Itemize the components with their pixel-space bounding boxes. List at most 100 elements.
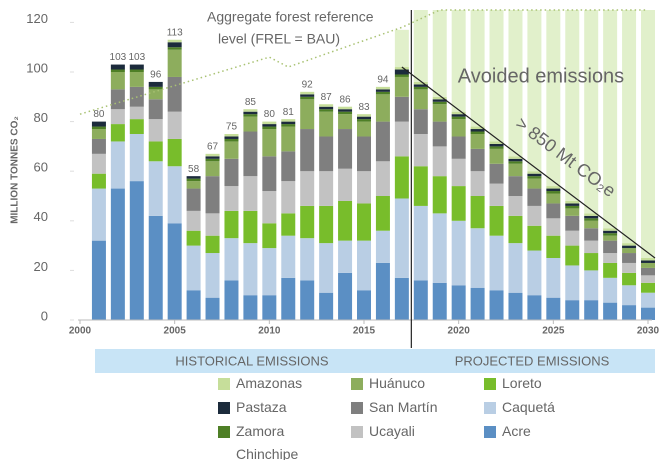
total-label: 94 [377, 75, 389, 86]
frel-line [79, 9, 648, 115]
bar-segment [300, 94, 315, 97]
bar-segment [394, 67, 409, 70]
legend-label: Amazonas [236, 375, 303, 391]
y-tick-label: 0 [41, 308, 48, 323]
bar-segment [546, 235, 561, 258]
bar-segment [262, 129, 277, 157]
bar-segment [584, 300, 599, 320]
bar-segment [281, 126, 296, 152]
bar-segment [603, 253, 618, 263]
bar-segment [413, 86, 428, 90]
bar-segment [641, 262, 655, 268]
bar-segment [584, 228, 599, 241]
bar-segment [622, 245, 637, 249]
bar-segment [262, 124, 277, 127]
bar-segment [186, 230, 201, 246]
bar-segment [451, 220, 466, 286]
bar-segment [527, 171, 542, 174]
bar-segment [508, 156, 523, 159]
bar-segment [451, 119, 466, 137]
avoided-label: Avoided emissions [458, 65, 624, 87]
bar-segment [300, 91, 315, 95]
bar-segment [565, 265, 580, 301]
bar-segment [470, 126, 485, 130]
legend-swatch [484, 402, 496, 414]
bar-segment [224, 280, 239, 320]
bar-segment [470, 287, 485, 320]
legend-swatch [351, 426, 363, 438]
bar-segment [527, 176, 542, 179]
total-label: 92 [302, 79, 314, 90]
bar-segment [148, 141, 163, 162]
bar-segment [262, 156, 277, 192]
bar-segment [584, 270, 599, 301]
bar-segment [489, 143, 504, 147]
bar-segment [262, 121, 277, 125]
bar-segment [584, 253, 599, 271]
legend-swatch [351, 402, 363, 414]
bar-segment [432, 146, 447, 177]
bar-segment [300, 129, 315, 172]
bar-segment [338, 114, 353, 130]
bar-segment [375, 86, 390, 90]
bar-segment [470, 134, 485, 149]
bar-segment [357, 203, 371, 241]
bar-segment [527, 173, 542, 177]
bar-segment [300, 171, 315, 206]
bar-segment [110, 69, 125, 72]
total-label: 113 [167, 27, 183, 38]
avoided-segment [584, 10, 599, 214]
bar-segment [319, 136, 334, 172]
bar-segment [148, 161, 163, 216]
bar-segment [394, 74, 409, 77]
bar-segment [243, 210, 258, 244]
avoided-segment [470, 10, 485, 127]
bar-segment [148, 119, 163, 142]
bar-segment [413, 81, 428, 85]
bar-segment [224, 238, 239, 281]
bar-segment [338, 240, 353, 273]
bar-segment [394, 121, 409, 157]
bar-segment [357, 116, 371, 120]
bar-segment [281, 235, 296, 278]
total-label: 86 [340, 94, 352, 105]
bar-segment [338, 109, 353, 112]
avoided-segment [451, 10, 466, 112]
bar-segment [110, 64, 125, 70]
total-label: 85 [245, 97, 257, 108]
bar-segment [470, 196, 485, 229]
bar-segment [129, 69, 144, 72]
avoided-segment [508, 10, 523, 157]
avoided-segment [489, 10, 504, 142]
bar-segment [375, 91, 390, 95]
x-tick-label: 2000 [69, 326, 92, 337]
bar-segment [603, 277, 618, 303]
bar-segment [375, 121, 390, 162]
bar-segment [148, 81, 163, 87]
bar-segment [110, 89, 125, 110]
bar-segment [243, 109, 258, 112]
legend-label: Zamora Chinchipe [236, 423, 299, 460]
bar-segment [489, 205, 504, 236]
bar-segment [167, 223, 182, 320]
bar-segment [546, 218, 561, 236]
bar-segment [584, 218, 599, 221]
y-tick-label: 40 [34, 209, 48, 224]
bar-segment [375, 94, 390, 122]
bar-segment [186, 210, 201, 231]
y-tick-label: 100 [26, 60, 48, 75]
bar-segment [148, 89, 163, 100]
period-strip [95, 349, 655, 373]
bar-segment [167, 47, 182, 50]
bar-segment [205, 297, 220, 320]
bar-segment [129, 134, 144, 182]
bar-segment [508, 158, 523, 162]
bar-segment [489, 235, 504, 291]
bar-segment [413, 109, 428, 134]
bar-segment [338, 168, 353, 201]
bar-segment [186, 176, 201, 179]
total-label: 80 [264, 109, 276, 120]
bar-segment [281, 119, 296, 122]
avoided-segment [527, 10, 542, 172]
y-tick-label: 60 [34, 160, 48, 175]
